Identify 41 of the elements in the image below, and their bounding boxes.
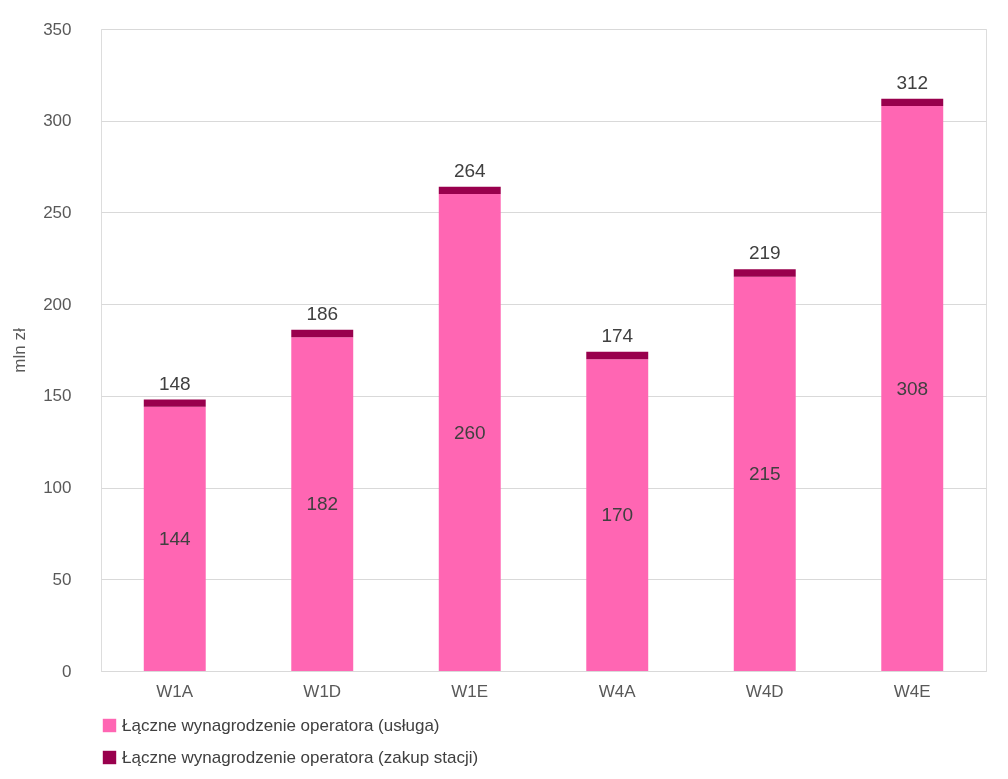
data-label: 308 [896, 377, 929, 399]
bar [733, 269, 796, 277]
bar [291, 329, 354, 338]
bar [881, 106, 944, 671]
y-axis-title: mln zł [10, 328, 30, 373]
bar [586, 351, 649, 360]
y-tick-label: 200 [43, 294, 72, 314]
y-tick-label: 150 [43, 386, 72, 406]
data-label: 144 [158, 527, 192, 549]
legend-label: Łączne wynagrodzenie operatora (zakup stacji) [122, 747, 479, 767]
bar [143, 399, 206, 407]
x-tick-label: W4A [598, 681, 637, 701]
x-tick-label: W1D [303, 681, 342, 701]
total-label: 148 [158, 372, 191, 394]
total-label: 174 [601, 324, 634, 346]
data-label: 215 [748, 462, 781, 484]
bar [143, 406, 206, 671]
x-tick-label: W4D [745, 681, 784, 701]
x-tick-label: W1E [451, 681, 489, 701]
total-label: 186 [306, 302, 339, 324]
data-label: 170 [601, 504, 634, 526]
x-tick-label: W1A [156, 681, 194, 701]
bar [881, 98, 944, 107]
bar [291, 337, 354, 671]
total-label: 312 [896, 71, 929, 93]
bar [733, 276, 796, 671]
y-tick-label: 50 [52, 569, 72, 589]
data-label: 182 [306, 493, 339, 515]
bar [438, 194, 501, 671]
bar [438, 186, 501, 195]
bar [586, 359, 649, 671]
y-tick-label: 100 [43, 478, 72, 498]
y-tick-label: 250 [43, 202, 72, 222]
total-label: 264 [453, 159, 487, 181]
total-label: 219 [748, 242, 781, 264]
y-tick-label: 300 [43, 111, 72, 131]
legend-label: Łączne wynagrodzenie operatora (usługa) [122, 715, 440, 735]
y-tick-label: 0 [62, 661, 72, 681]
y-tick-label: 350 [43, 19, 72, 39]
x-tick-label: W4E [893, 681, 931, 701]
data-label: 260 [453, 421, 486, 443]
